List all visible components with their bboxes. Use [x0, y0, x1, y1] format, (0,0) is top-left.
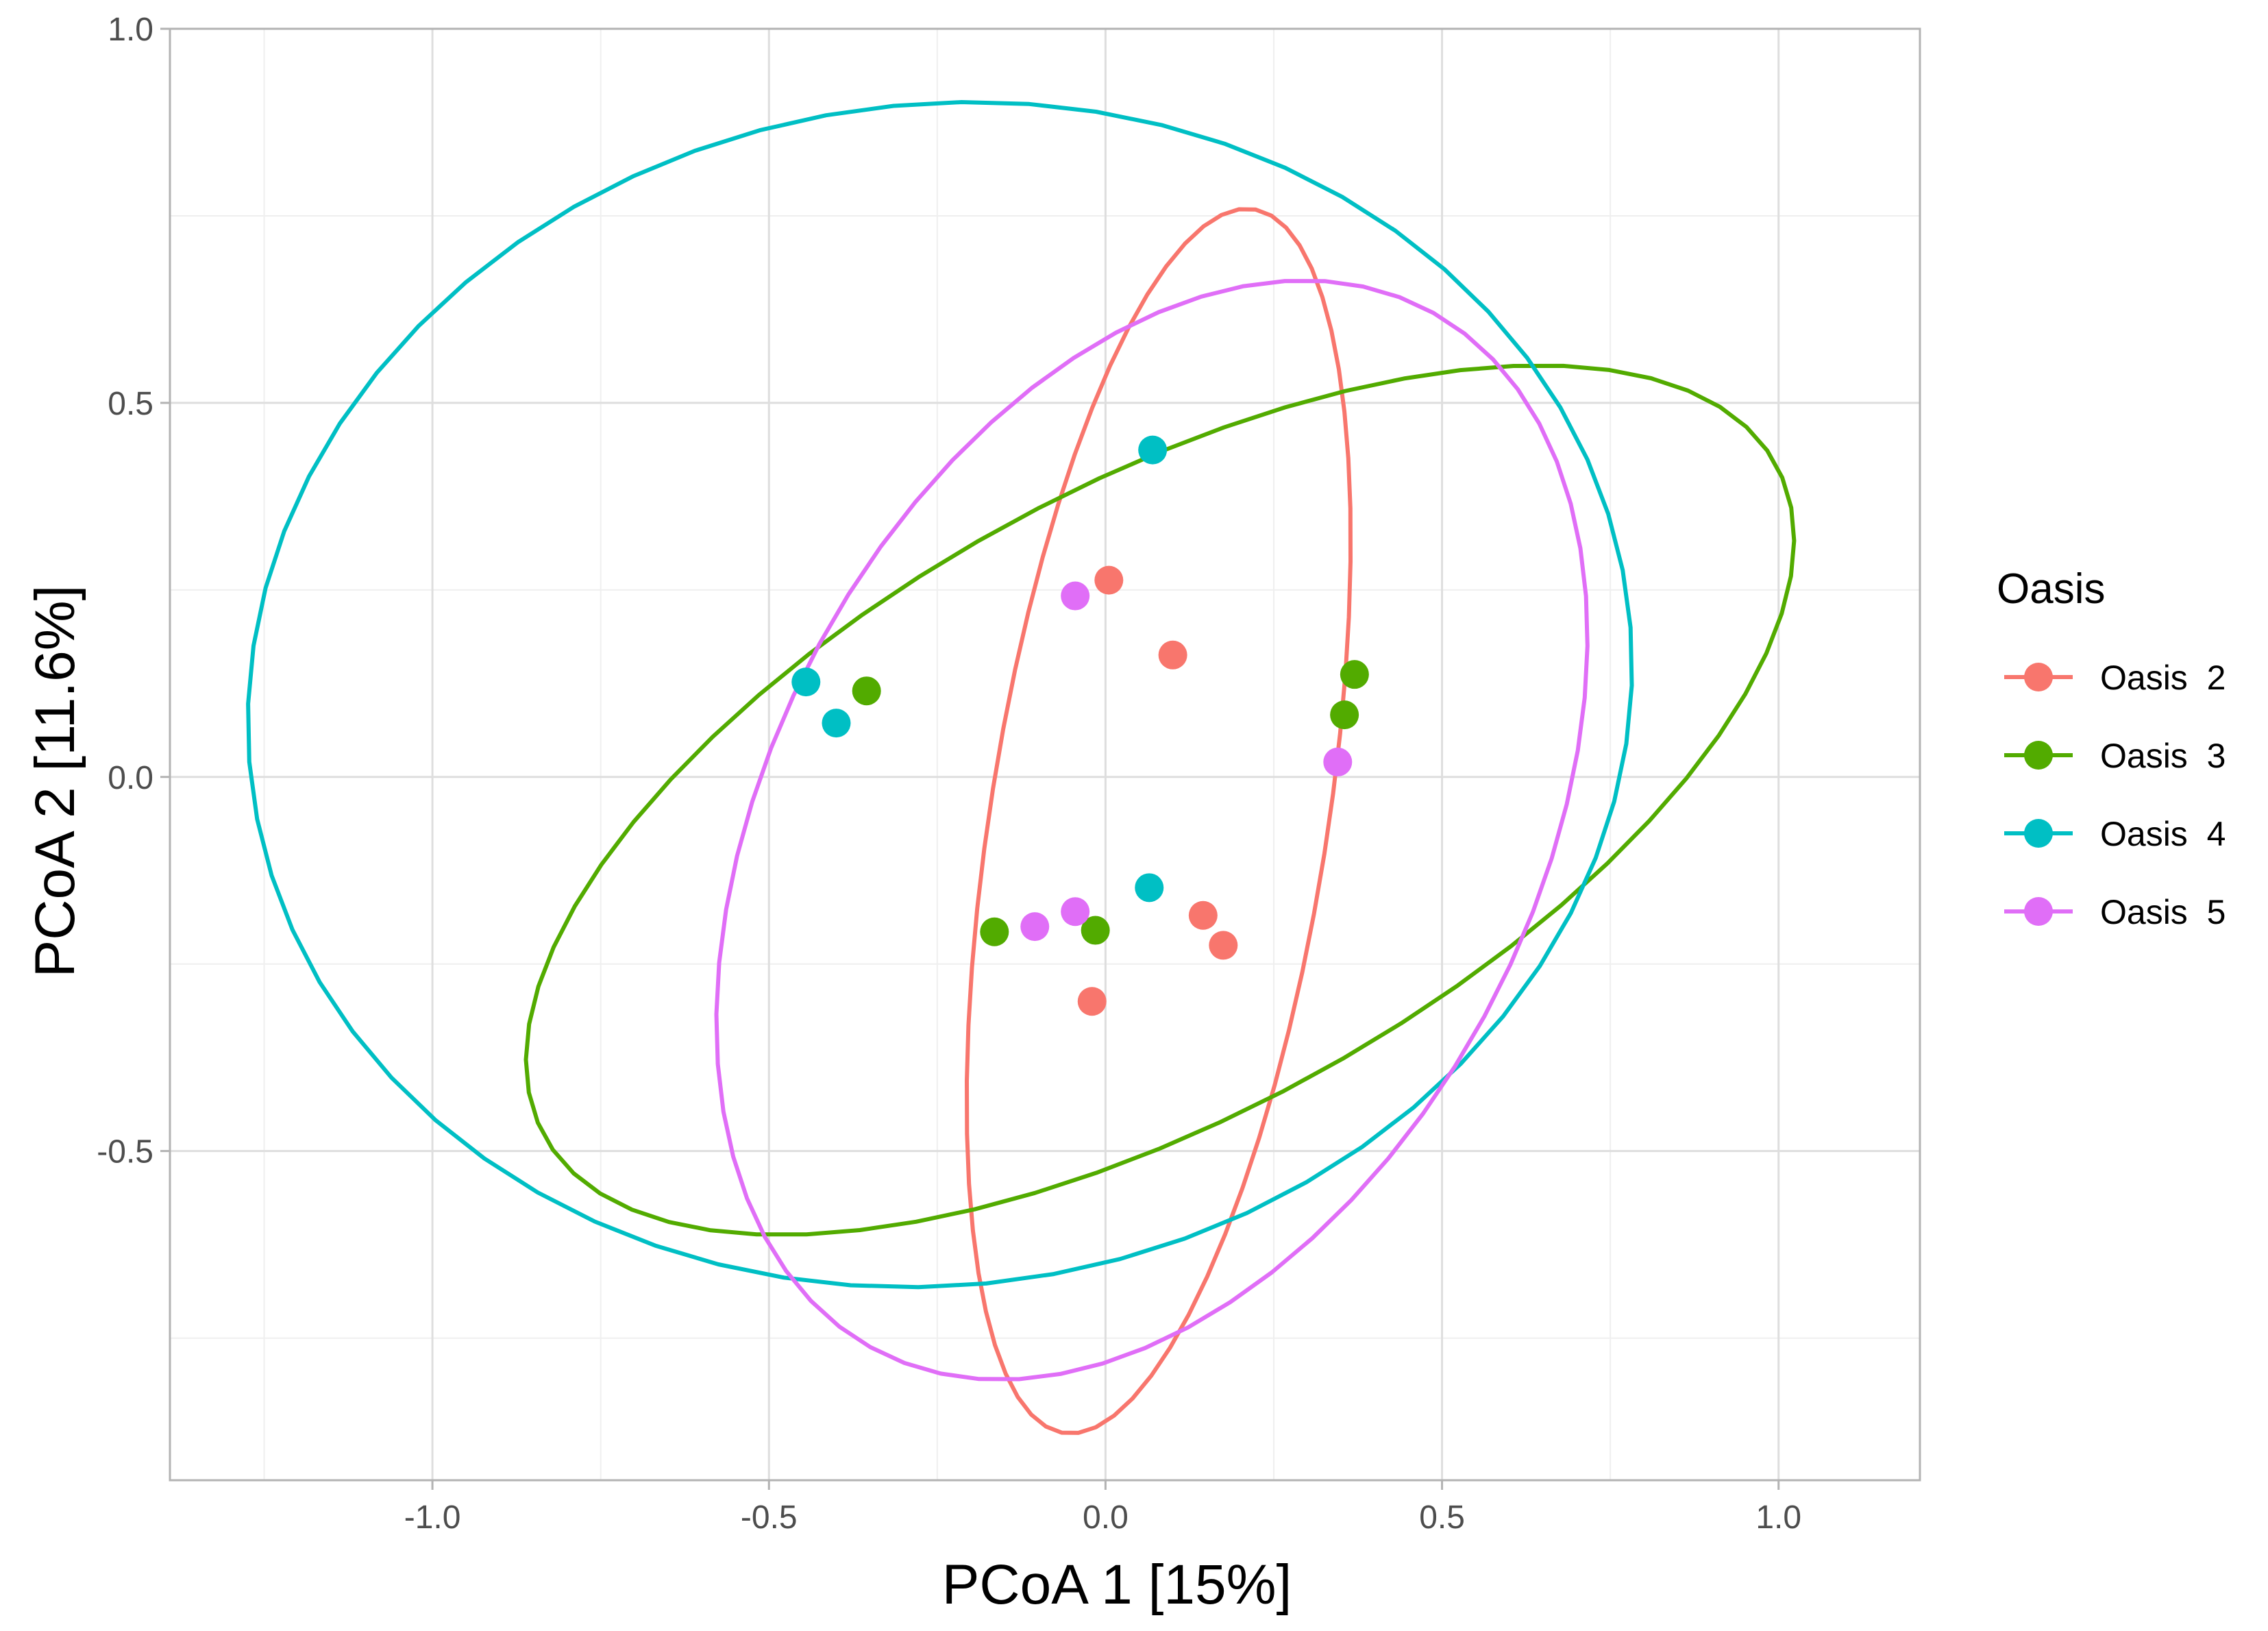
x-tick-label: 0.0 — [1083, 1499, 1129, 1536]
ellipse-oasis-4 — [246, 100, 1634, 1290]
data-point — [1188, 900, 1218, 930]
legend-label: Oasis 3 — [2100, 737, 2226, 775]
legend-item: Oasis 2 — [2004, 659, 2226, 697]
legend-key-dot — [2024, 897, 2053, 926]
ellipse-oasis-3 — [523, 363, 1797, 1237]
panel-border — [169, 27, 1921, 1482]
y-tick-label: -0.5 — [97, 1134, 153, 1170]
ellipse-oasis-5 — [714, 279, 1590, 1382]
data-point — [1158, 640, 1187, 670]
legend-key-dot — [2024, 663, 2053, 691]
points-layer — [791, 435, 1369, 1016]
y-tick-label: 1.0 — [108, 12, 153, 48]
data-point — [1209, 931, 1238, 960]
data-point — [1135, 873, 1164, 903]
x-tick-label: -1.0 — [404, 1499, 461, 1536]
data-point — [1340, 660, 1369, 689]
data-point — [852, 676, 881, 706]
y-tick-label: 0.5 — [108, 386, 153, 422]
data-point — [791, 667, 821, 697]
x-tick-label: 0.5 — [1419, 1499, 1465, 1536]
legend-label: Oasis 4 — [2100, 815, 2226, 853]
data-point — [1061, 897, 1090, 927]
axis-ticks: -1.0 -0.5 0.0 0.5 1.0 -0.5 0.0 0.5 1.0 — [97, 12, 1801, 1536]
data-point — [1020, 912, 1050, 942]
legend-item: Oasis 5 — [2004, 893, 2226, 931]
x-tick-label: 1.0 — [1755, 1499, 1801, 1536]
data-point — [1330, 700, 1359, 730]
data-point — [1094, 565, 1124, 595]
x-axis-title: PCoA 1 [15%] — [942, 1554, 1292, 1616]
ellipses-layer — [246, 100, 1797, 1435]
data-point — [1138, 435, 1168, 465]
legend-key-dot — [2024, 819, 2053, 848]
data-point — [1061, 581, 1090, 611]
data-point — [1081, 916, 1110, 945]
legend-item: Oasis 3 — [2004, 737, 2226, 775]
x-tick-label: -0.5 — [741, 1499, 798, 1536]
legend: Oasis Oasis 2 Oasis 3 Oasis 4 Oasis 5 — [1997, 565, 2226, 931]
legend-key-dot — [2024, 741, 2053, 770]
legend-label: Oasis 2 — [2100, 659, 2226, 697]
data-point — [1323, 747, 1353, 776]
legend-label: Oasis 5 — [2100, 893, 2226, 931]
ellipse-oasis-2 — [965, 207, 1353, 1435]
y-tick-label: 0.0 — [108, 760, 153, 796]
legend-item: Oasis 4 — [2004, 815, 2226, 853]
data-point — [822, 709, 851, 738]
legend-title: Oasis — [1997, 565, 2105, 613]
data-point — [980, 917, 1009, 946]
y-axis-title: PCoA 2 [11.6%] — [24, 585, 86, 978]
data-point — [1077, 987, 1107, 1016]
